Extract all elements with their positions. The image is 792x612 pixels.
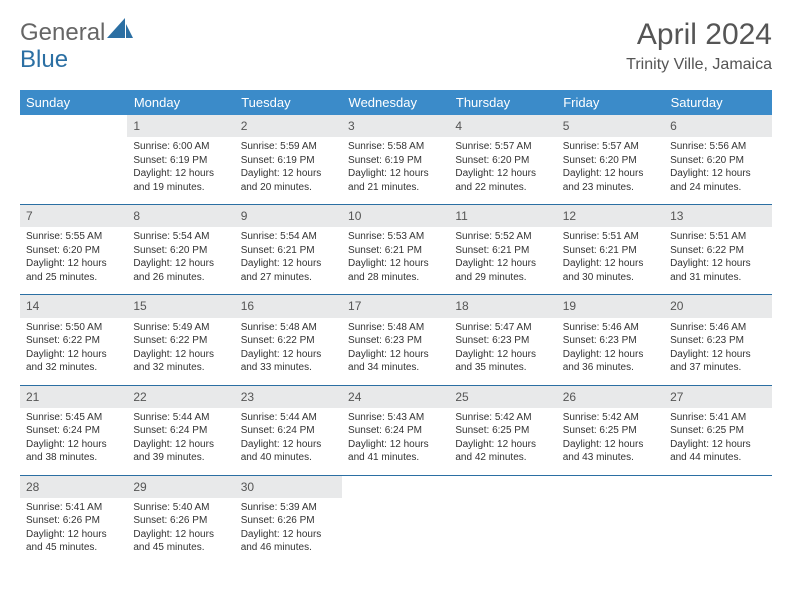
day-number-cell: 15 [127, 295, 234, 318]
day-number-cell [664, 475, 771, 498]
day-number-row: 14151617181920 [20, 295, 772, 318]
day-number-cell: 30 [235, 475, 342, 498]
day-data-cell: Sunrise: 5:59 AMSunset: 6:19 PMDaylight:… [235, 137, 342, 205]
day-number-row: 123456 [20, 115, 772, 137]
day-number-cell: 28 [20, 475, 127, 498]
day-data-cell: Sunrise: 5:58 AMSunset: 6:19 PMDaylight:… [342, 137, 449, 205]
weekday-header: Thursday [449, 90, 556, 115]
day-data-cell: Sunrise: 5:44 AMSunset: 6:24 PMDaylight:… [127, 408, 234, 476]
calendar-table: SundayMondayTuesdayWednesdayThursdayFrid… [20, 90, 772, 565]
weekday-header: Friday [557, 90, 664, 115]
day-data-cell: Sunrise: 5:51 AMSunset: 6:21 PMDaylight:… [557, 227, 664, 295]
day-number-row: 78910111213 [20, 205, 772, 228]
day-data-row: Sunrise: 5:45 AMSunset: 6:24 PMDaylight:… [20, 408, 772, 476]
day-number-cell: 19 [557, 295, 664, 318]
calendar-body: 123456 Sunrise: 6:00 AMSunset: 6:19 PMDa… [20, 115, 772, 565]
day-number-row: 282930 [20, 475, 772, 498]
day-data-cell: Sunrise: 5:44 AMSunset: 6:24 PMDaylight:… [235, 408, 342, 476]
day-number-cell: 24 [342, 385, 449, 408]
day-number-cell: 5 [557, 115, 664, 137]
weekday-header: Saturday [664, 90, 771, 115]
weekday-header: Wednesday [342, 90, 449, 115]
day-number-cell: 25 [449, 385, 556, 408]
day-data-cell: Sunrise: 5:46 AMSunset: 6:23 PMDaylight:… [664, 318, 771, 386]
day-data-cell [342, 498, 449, 565]
day-data-cell: Sunrise: 5:43 AMSunset: 6:24 PMDaylight:… [342, 408, 449, 476]
day-data-cell: Sunrise: 5:45 AMSunset: 6:24 PMDaylight:… [20, 408, 127, 476]
day-data-cell: Sunrise: 5:50 AMSunset: 6:22 PMDaylight:… [20, 318, 127, 386]
day-data-cell [557, 498, 664, 565]
day-number-cell: 4 [449, 115, 556, 137]
day-number-cell: 16 [235, 295, 342, 318]
logo: General [20, 18, 135, 47]
day-number-cell: 20 [664, 295, 771, 318]
day-number-cell: 8 [127, 205, 234, 228]
day-data-cell [449, 498, 556, 565]
day-data-cell: Sunrise: 5:53 AMSunset: 6:21 PMDaylight:… [342, 227, 449, 295]
day-data-cell: Sunrise: 5:41 AMSunset: 6:26 PMDaylight:… [20, 498, 127, 565]
day-number-cell [449, 475, 556, 498]
weekday-header: Monday [127, 90, 234, 115]
day-number-cell: 7 [20, 205, 127, 228]
day-number-cell: 29 [127, 475, 234, 498]
day-data-cell: Sunrise: 5:48 AMSunset: 6:23 PMDaylight:… [342, 318, 449, 386]
day-data-cell: Sunrise: 5:56 AMSunset: 6:20 PMDaylight:… [664, 137, 771, 205]
weekday-header: Tuesday [235, 90, 342, 115]
day-number-cell: 26 [557, 385, 664, 408]
day-data-cell [664, 498, 771, 565]
day-number-cell: 2 [235, 115, 342, 137]
day-data-cell: Sunrise: 5:57 AMSunset: 6:20 PMDaylight:… [449, 137, 556, 205]
day-number-cell: 12 [557, 205, 664, 228]
day-number-cell: 6 [664, 115, 771, 137]
day-number-cell: 21 [20, 385, 127, 408]
day-data-row: Sunrise: 5:41 AMSunset: 6:26 PMDaylight:… [20, 498, 772, 565]
calendar-head: SundayMondayTuesdayWednesdayThursdayFrid… [20, 90, 772, 115]
day-data-cell: Sunrise: 5:41 AMSunset: 6:25 PMDaylight:… [664, 408, 771, 476]
day-number-cell: 3 [342, 115, 449, 137]
day-number-cell: 1 [127, 115, 234, 137]
day-data-cell: Sunrise: 5:48 AMSunset: 6:22 PMDaylight:… [235, 318, 342, 386]
weekday-header: Sunday [20, 90, 127, 115]
logo-text-general: General [20, 19, 105, 47]
day-data-row: Sunrise: 5:55 AMSunset: 6:20 PMDaylight:… [20, 227, 772, 295]
day-number-row: 21222324252627 [20, 385, 772, 408]
day-data-cell: Sunrise: 5:46 AMSunset: 6:23 PMDaylight:… [557, 318, 664, 386]
day-number-cell: 11 [449, 205, 556, 228]
day-data-row: Sunrise: 5:50 AMSunset: 6:22 PMDaylight:… [20, 318, 772, 386]
day-number-cell: 9 [235, 205, 342, 228]
day-number-cell: 17 [342, 295, 449, 318]
day-number-cell: 22 [127, 385, 234, 408]
day-data-cell: Sunrise: 5:52 AMSunset: 6:21 PMDaylight:… [449, 227, 556, 295]
day-data-cell [20, 137, 127, 205]
day-data-cell: Sunrise: 5:54 AMSunset: 6:21 PMDaylight:… [235, 227, 342, 295]
day-data-cell: Sunrise: 6:00 AMSunset: 6:19 PMDaylight:… [127, 137, 234, 205]
day-number-cell: 13 [664, 205, 771, 228]
day-number-cell: 10 [342, 205, 449, 228]
day-data-cell: Sunrise: 5:42 AMSunset: 6:25 PMDaylight:… [557, 408, 664, 476]
day-number-cell [20, 115, 127, 137]
day-data-cell: Sunrise: 5:40 AMSunset: 6:26 PMDaylight:… [127, 498, 234, 565]
weekday-row: SundayMondayTuesdayWednesdayThursdayFrid… [20, 90, 772, 115]
day-data-cell: Sunrise: 5:51 AMSunset: 6:22 PMDaylight:… [664, 227, 771, 295]
day-data-cell: Sunrise: 5:42 AMSunset: 6:25 PMDaylight:… [449, 408, 556, 476]
day-number-cell: 23 [235, 385, 342, 408]
logo-text-blue: Blue [20, 46, 772, 74]
day-data-cell: Sunrise: 5:54 AMSunset: 6:20 PMDaylight:… [127, 227, 234, 295]
day-data-cell: Sunrise: 5:57 AMSunset: 6:20 PMDaylight:… [557, 137, 664, 205]
day-number-cell [557, 475, 664, 498]
day-data-row: Sunrise: 6:00 AMSunset: 6:19 PMDaylight:… [20, 137, 772, 205]
day-number-cell: 27 [664, 385, 771, 408]
day-data-cell: Sunrise: 5:47 AMSunset: 6:23 PMDaylight:… [449, 318, 556, 386]
day-number-cell: 18 [449, 295, 556, 318]
day-number-cell [342, 475, 449, 498]
calendar-page: General April 2024 Trinity Ville, Jamaic… [0, 0, 792, 575]
day-data-cell: Sunrise: 5:39 AMSunset: 6:26 PMDaylight:… [235, 498, 342, 565]
logo-sail-icon [107, 18, 133, 47]
day-data-cell: Sunrise: 5:55 AMSunset: 6:20 PMDaylight:… [20, 227, 127, 295]
day-number-cell: 14 [20, 295, 127, 318]
day-data-cell: Sunrise: 5:49 AMSunset: 6:22 PMDaylight:… [127, 318, 234, 386]
